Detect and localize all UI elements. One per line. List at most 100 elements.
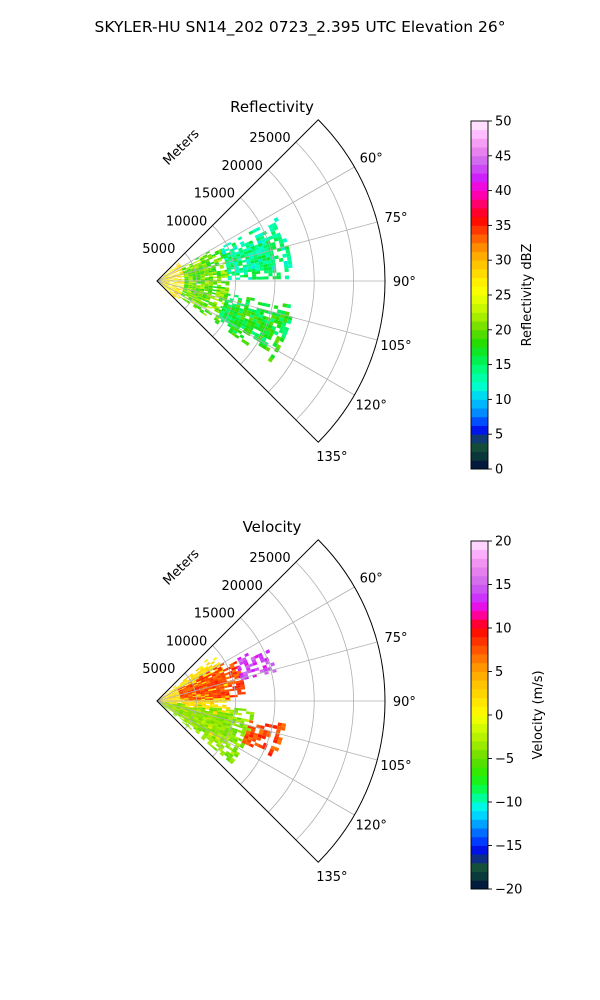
colorbar-band <box>471 199 488 209</box>
radar-cell <box>182 289 188 292</box>
radar-cell <box>269 227 275 233</box>
radar-cell <box>202 265 208 269</box>
radar-cell <box>222 679 227 683</box>
radar-cell <box>255 237 261 242</box>
radar-cell <box>265 649 271 654</box>
radar-cell <box>283 260 288 265</box>
radar-cell <box>213 301 218 305</box>
radar-cell <box>196 277 201 280</box>
radar-cell <box>211 304 217 308</box>
radar-cell <box>163 285 167 289</box>
radar-cell <box>175 289 180 292</box>
radar-cell <box>204 284 209 286</box>
radar-cell <box>269 329 275 334</box>
radar-cell <box>176 287 181 290</box>
radar-cell <box>262 664 268 669</box>
radar-cell <box>174 711 179 715</box>
colorbar-tick-label: 25 <box>495 289 512 304</box>
range-tick-label: 20000 <box>222 159 263 174</box>
colorbar-band <box>471 662 488 672</box>
radar-cell <box>222 306 227 310</box>
radar-cell <box>252 318 258 323</box>
radar-cell <box>196 710 201 713</box>
radar-cell <box>173 281 178 283</box>
radar-cell <box>168 285 173 288</box>
radar-cell <box>177 265 182 268</box>
colorbar-band <box>471 129 488 139</box>
radar-cell <box>169 281 174 282</box>
radar-cell <box>286 252 291 258</box>
radar-cell <box>260 276 265 280</box>
radar-cell <box>188 263 193 266</box>
range-tick-label: 25000 <box>249 551 290 566</box>
radar-cell <box>177 703 182 706</box>
radar-cell <box>273 225 279 231</box>
radar-cell <box>271 314 276 320</box>
radar-cell <box>202 670 207 675</box>
radar-cell <box>235 270 240 274</box>
radar-cell <box>252 276 257 280</box>
colorbar-band <box>471 364 488 374</box>
radar-cell <box>185 685 190 689</box>
radar-cell <box>204 712 209 715</box>
radar-cell <box>228 684 233 688</box>
radar-cell <box>200 693 205 696</box>
radar-cell <box>230 751 236 756</box>
radar-cell <box>201 708 206 711</box>
radar-cell <box>213 694 218 697</box>
radar-cell <box>181 703 186 706</box>
radar-cell <box>173 702 178 704</box>
radar-cell <box>168 285 172 288</box>
radar-cell <box>182 721 186 725</box>
radar-cell <box>213 696 218 699</box>
colorbar-tick-label: 10 <box>495 393 512 408</box>
radar-cell <box>216 270 221 273</box>
radar-cell <box>192 699 197 701</box>
radar-cell <box>190 715 195 718</box>
radar-cell <box>221 725 226 730</box>
radar-cell <box>180 708 185 711</box>
radar-cell <box>209 278 214 280</box>
colorbar-band <box>471 541 488 551</box>
radar-cell <box>196 284 201 287</box>
radar-cell <box>208 724 213 728</box>
radar-cell <box>179 691 184 694</box>
radar-cell <box>195 713 200 716</box>
radar-cell <box>189 702 194 705</box>
radar-cell <box>184 275 189 278</box>
radar-cell <box>217 677 222 681</box>
radar-cell <box>268 272 273 277</box>
radar-cell <box>189 264 194 267</box>
radar-cell <box>193 264 199 268</box>
radar-cell <box>238 737 243 742</box>
radar-cell <box>166 270 170 274</box>
radar-cell <box>265 346 271 352</box>
radar-cell <box>240 741 246 747</box>
radar-cell <box>211 686 216 689</box>
radar-cell <box>214 680 219 684</box>
radar-cell <box>172 294 176 298</box>
radar-cell <box>234 263 239 267</box>
radar-cell <box>241 259 247 263</box>
radar-cell <box>271 245 277 250</box>
radar-cell <box>214 309 219 313</box>
radar-cell <box>210 701 215 703</box>
radar-cell <box>246 310 252 315</box>
radar-cell <box>262 315 268 320</box>
radar-cell <box>161 279 166 281</box>
colorbar-band <box>471 749 488 759</box>
radar-cell <box>175 262 180 266</box>
radar-cell <box>239 252 245 256</box>
radar-cell <box>177 281 182 283</box>
radar-cell <box>210 681 215 685</box>
radar-cell <box>200 692 205 694</box>
radar-cell <box>228 753 234 758</box>
radar-cell <box>246 667 251 672</box>
radar-cell <box>200 736 205 741</box>
radar-cell <box>220 270 225 273</box>
radar-cell <box>169 283 174 285</box>
radar-cell <box>220 272 225 275</box>
radar-cell <box>204 667 209 671</box>
radar-cell <box>249 743 255 748</box>
radar-cell <box>196 697 201 699</box>
